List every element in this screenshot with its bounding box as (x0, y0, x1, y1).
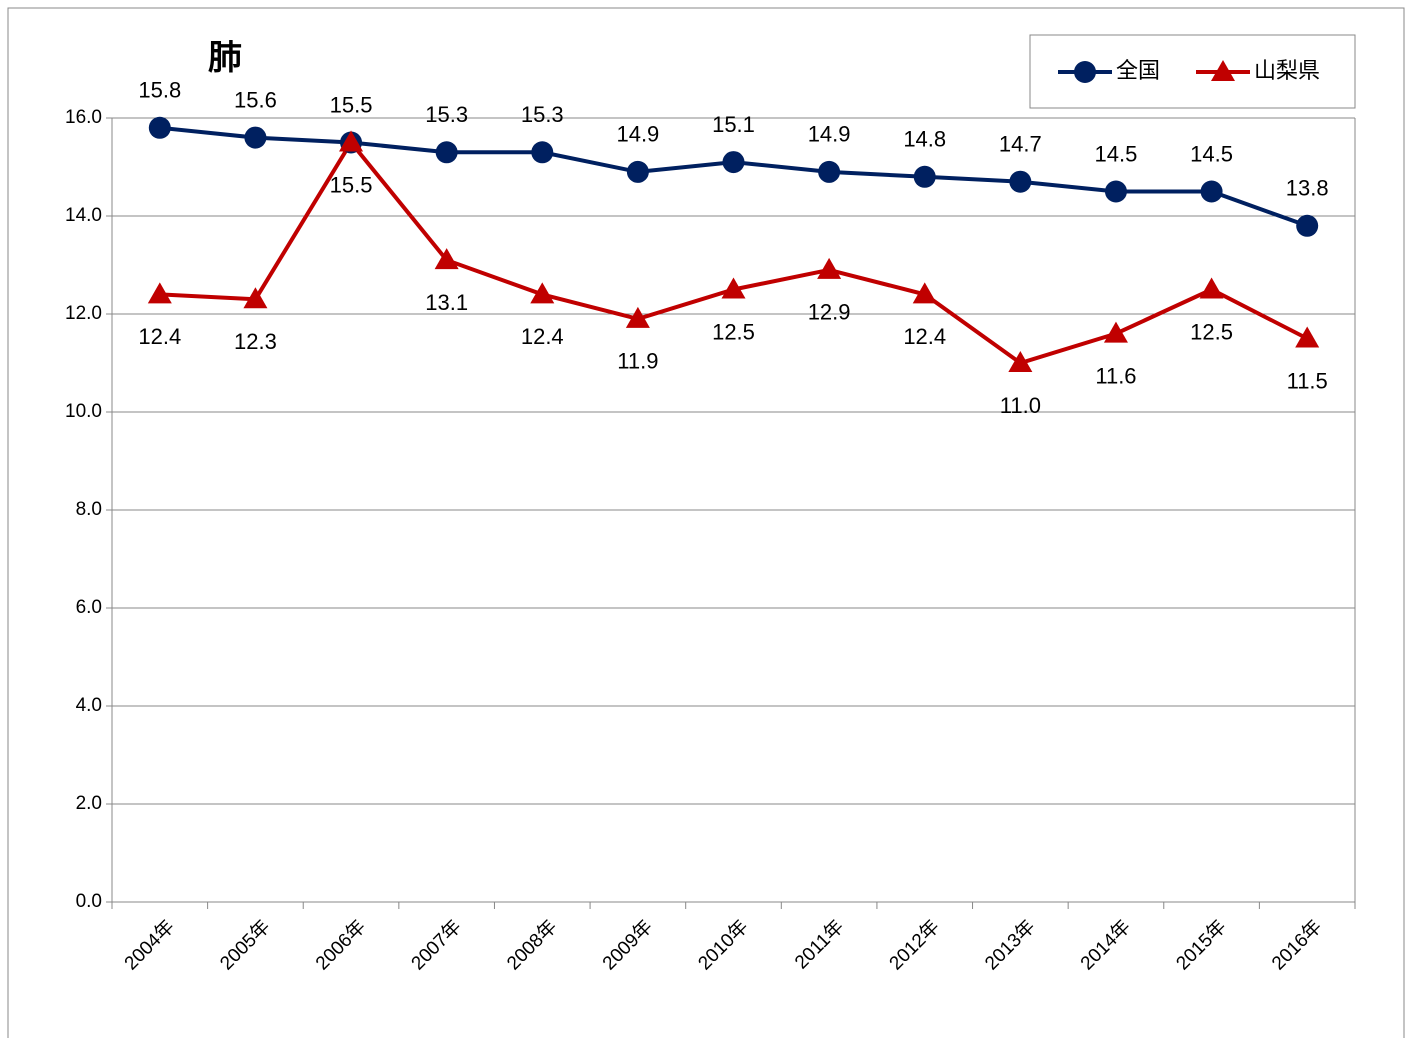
point-marker (913, 165, 936, 188)
data-label: 11.5 (1287, 368, 1328, 393)
point-marker (1296, 214, 1319, 237)
data-label: 14.7 (999, 132, 1042, 157)
point-marker (435, 141, 458, 164)
y-tick-label: 4.0 (76, 695, 102, 716)
data-label: 12.4 (521, 324, 564, 349)
data-label: 12.4 (903, 324, 946, 349)
data-label: 14.8 (903, 127, 946, 152)
data-label: 11.6 (1095, 363, 1136, 388)
point-marker (244, 126, 267, 149)
data-label: 11.9 (617, 349, 658, 374)
point-marker (722, 151, 745, 174)
data-label: 14.9 (616, 122, 659, 147)
data-label: 12.4 (138, 324, 181, 349)
data-label: 15.1 (712, 112, 755, 137)
data-label: 13.8 (1286, 176, 1329, 201)
data-label: 14.5 (1190, 141, 1233, 166)
point-marker (721, 277, 746, 299)
point-marker (1104, 180, 1127, 203)
point-marker (147, 282, 172, 304)
x-tick-label: 2009年 (598, 916, 657, 975)
data-label: 12.5 (1190, 319, 1233, 344)
x-tick-label: 2010年 (694, 916, 753, 975)
point-marker (148, 116, 171, 139)
x-tick-label: 2007年 (407, 916, 466, 975)
point-marker (434, 248, 459, 270)
data-label: 15.8 (138, 78, 181, 103)
point-marker (339, 130, 364, 152)
x-tick-label: 2008年 (502, 916, 561, 975)
x-tick-label: 2016年 (1267, 916, 1326, 975)
point-marker (1200, 180, 1223, 203)
point-marker (1008, 351, 1033, 372)
data-label: 15.3 (521, 102, 564, 127)
chart-title: 肺 (208, 39, 242, 77)
x-tick-label: 2013年 (981, 916, 1040, 975)
y-tick-label: 6.0 (76, 597, 102, 618)
data-label: 14.9 (808, 122, 851, 147)
x-tick-label: 2004年 (120, 916, 179, 975)
data-label: 11.0 (1000, 393, 1041, 418)
y-tick-label: 0.0 (76, 891, 102, 912)
data-label: 15.3 (425, 102, 468, 127)
y-tick-label: 8.0 (76, 499, 102, 520)
legend-label: 全国 (1116, 58, 1160, 83)
x-tick-label: 2011年 (790, 916, 848, 974)
point-marker (1103, 321, 1128, 343)
data-label: 15.5 (330, 92, 373, 117)
point-marker (625, 306, 650, 328)
data-label: 13.1 (425, 290, 468, 315)
point-marker (817, 257, 842, 279)
x-tick-label: 2012年 (885, 916, 944, 975)
y-tick-label: 14.0 (65, 205, 102, 226)
point-marker (530, 282, 555, 304)
point-marker (912, 282, 937, 304)
point-marker (1009, 170, 1032, 193)
chart-frame (7, 7, 1405, 1038)
data-label: 15.6 (234, 87, 277, 112)
point-marker (1199, 277, 1224, 299)
y-tick-label: 2.0 (76, 793, 102, 814)
point-marker (818, 160, 841, 183)
point-marker (243, 287, 268, 309)
y-tick-label: 10.0 (65, 401, 102, 422)
x-tick-label: 2015年 (1172, 916, 1231, 975)
x-tick-label: 2006年 (311, 916, 370, 975)
data-label: 12.3 (234, 329, 277, 354)
x-tick-label: 2005年 (216, 916, 275, 975)
y-tick-label: 16.0 (65, 107, 102, 128)
point-marker (531, 141, 554, 164)
y-tick-label: 12.0 (65, 303, 102, 324)
x-tick-label: 2014年 (1076, 916, 1135, 975)
data-label: 12.5 (712, 319, 755, 344)
data-label: 14.5 (1095, 141, 1138, 166)
data-label: 12.9 (808, 300, 851, 325)
point-marker (1211, 60, 1235, 81)
point-marker (626, 160, 649, 183)
point-marker (1295, 326, 1320, 348)
point-marker (1074, 61, 1096, 83)
legend-label: 山梨県 (1254, 58, 1320, 83)
data-label: 15.5 (330, 172, 373, 197)
